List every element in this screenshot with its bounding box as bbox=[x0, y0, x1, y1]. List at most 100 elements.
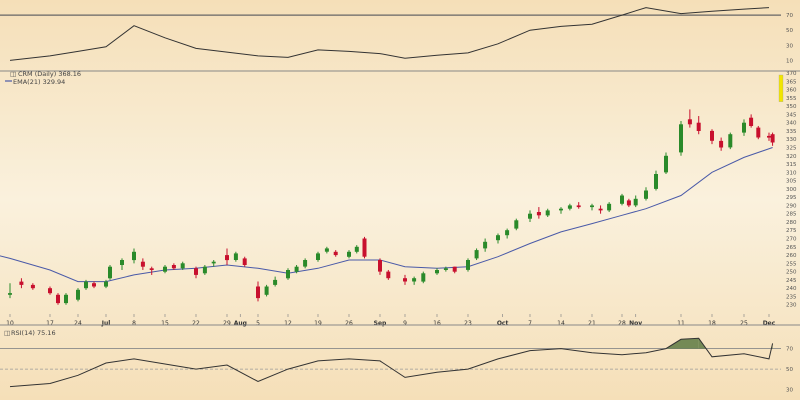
top-indicator-line bbox=[9, 7, 770, 61]
price-legend: ◫ CRM (Daily) 368.16 EMA(21) 329.94 bbox=[5, 70, 81, 86]
candle-body bbox=[598, 208, 603, 211]
price-y-tick-label: 300 bbox=[786, 187, 797, 193]
candle-body bbox=[620, 195, 624, 204]
candle-body bbox=[536, 212, 541, 216]
candle-body bbox=[633, 198, 638, 206]
price-y-tick-label: 315 bbox=[786, 162, 797, 168]
top-y-tick-label: 30 bbox=[786, 43, 793, 49]
candle-body bbox=[435, 270, 439, 274]
price-y-tick-label: 365 bbox=[786, 79, 797, 85]
price-y-tick-label: 260 bbox=[786, 253, 797, 259]
candle-body bbox=[84, 281, 88, 289]
candle-body bbox=[528, 213, 532, 219]
price-x-tick-label: 28 bbox=[618, 320, 626, 327]
candle-body bbox=[412, 278, 417, 282]
rsi-panel: 30 50 70 bbox=[0, 337, 793, 394]
price-x-tick-label: Jul bbox=[101, 320, 111, 327]
price-x-tick-label: 18 bbox=[708, 320, 716, 327]
price-x-tick-label: Dec bbox=[763, 320, 776, 327]
candle-body bbox=[180, 263, 185, 269]
candle-body bbox=[474, 250, 479, 259]
price-x-tick-label: 8 bbox=[132, 320, 136, 327]
candle-body bbox=[242, 258, 247, 265]
rsi-y-tick-label: 30 bbox=[786, 388, 793, 394]
price-y-tick-label: 250 bbox=[786, 270, 797, 276]
candle-body bbox=[496, 235, 500, 241]
price-y-tick-label: 355 bbox=[786, 96, 797, 102]
legend-rsi-label: RSI(14) 75.16 bbox=[11, 329, 56, 337]
price-y-tick-label: 350 bbox=[786, 104, 797, 110]
candle-body bbox=[576, 205, 581, 208]
candle-body bbox=[403, 278, 407, 282]
legend-symbol-icon: ◫ bbox=[10, 70, 16, 78]
candle-body bbox=[333, 251, 338, 256]
price-y-tick-label: 240 bbox=[786, 286, 797, 292]
candle-body bbox=[378, 260, 382, 272]
price-x-tick-label: Oct bbox=[497, 320, 509, 327]
price-x-tick-label: 24 bbox=[74, 320, 82, 327]
candle-body bbox=[264, 286, 269, 295]
candle-body bbox=[567, 205, 572, 209]
rsi-legend: ◫ RSI(14) 75.16 bbox=[4, 329, 56, 337]
upper-indicator-panel: 10 30 50 70 bbox=[0, 7, 800, 72]
price-y-tick-label: 285 bbox=[786, 212, 797, 218]
candle-body bbox=[664, 155, 668, 173]
price-y-tick-label: 235 bbox=[786, 294, 797, 300]
candle-body bbox=[76, 289, 80, 300]
candle-body bbox=[286, 270, 290, 279]
candle-body bbox=[211, 261, 216, 264]
candle-body bbox=[559, 208, 563, 211]
candle-body bbox=[466, 260, 470, 270]
price-y-tick-label: 335 bbox=[786, 129, 797, 135]
price-x-tick-label: Aug bbox=[234, 320, 247, 327]
candle-body bbox=[545, 210, 550, 216]
price-x-tick-label: 21 bbox=[588, 320, 596, 327]
candle-body bbox=[233, 253, 238, 260]
candle-body bbox=[770, 134, 775, 143]
candle-body bbox=[56, 294, 60, 304]
legend-ema-label: EMA(21) 329.94 bbox=[13, 78, 65, 86]
candle-body bbox=[362, 238, 367, 257]
price-x-tick-label: 14 bbox=[557, 320, 565, 327]
rsi-y-tick-label: 70 bbox=[786, 347, 793, 353]
price-y-tick-label: 330 bbox=[786, 137, 797, 143]
candle-body bbox=[64, 294, 68, 304]
price-x-tick-label: Sep bbox=[374, 320, 387, 327]
top-y-tick-label: 10 bbox=[786, 58, 793, 64]
candle-body bbox=[679, 124, 683, 153]
candle-body bbox=[30, 284, 35, 289]
candle-body bbox=[483, 241, 488, 249]
candle-body bbox=[149, 268, 154, 270]
candle-body bbox=[48, 288, 52, 294]
candle-body bbox=[303, 260, 308, 267]
candle-body bbox=[256, 286, 260, 299]
candle-body bbox=[626, 200, 631, 206]
price-x-tick-label: 15 bbox=[161, 320, 169, 327]
top-y-tick-label: 50 bbox=[786, 28, 793, 34]
candle-body bbox=[273, 279, 278, 285]
price-y-tick-label: 265 bbox=[786, 245, 797, 251]
candle-body bbox=[316, 253, 320, 260]
candle-body bbox=[590, 205, 594, 208]
price-x-tick-label: 19 bbox=[314, 320, 322, 327]
candle-body bbox=[104, 281, 108, 287]
rsi-y-tick-label: 50 bbox=[786, 367, 793, 373]
candle-body bbox=[194, 268, 198, 275]
price-y-tick-label: 290 bbox=[786, 203, 797, 209]
current-price-marker bbox=[778, 74, 784, 102]
candle-body bbox=[710, 130, 714, 141]
price-y-tick-label: 245 bbox=[786, 278, 797, 284]
price-x-tick-label: 7 bbox=[528, 320, 532, 327]
candle-body bbox=[354, 246, 359, 252]
candle-body bbox=[696, 122, 701, 131]
price-x-tick-label: 5 bbox=[256, 320, 260, 327]
price-x-tick-label: 11 bbox=[677, 320, 685, 327]
price-y-tick-label: 310 bbox=[786, 170, 797, 176]
candle-body bbox=[294, 266, 299, 272]
candle-body bbox=[687, 119, 692, 125]
candle-body bbox=[386, 271, 391, 279]
candle-body bbox=[749, 117, 754, 126]
price-y-tick-label: 305 bbox=[786, 179, 797, 185]
price-x-tick-label: 17 bbox=[46, 320, 54, 327]
